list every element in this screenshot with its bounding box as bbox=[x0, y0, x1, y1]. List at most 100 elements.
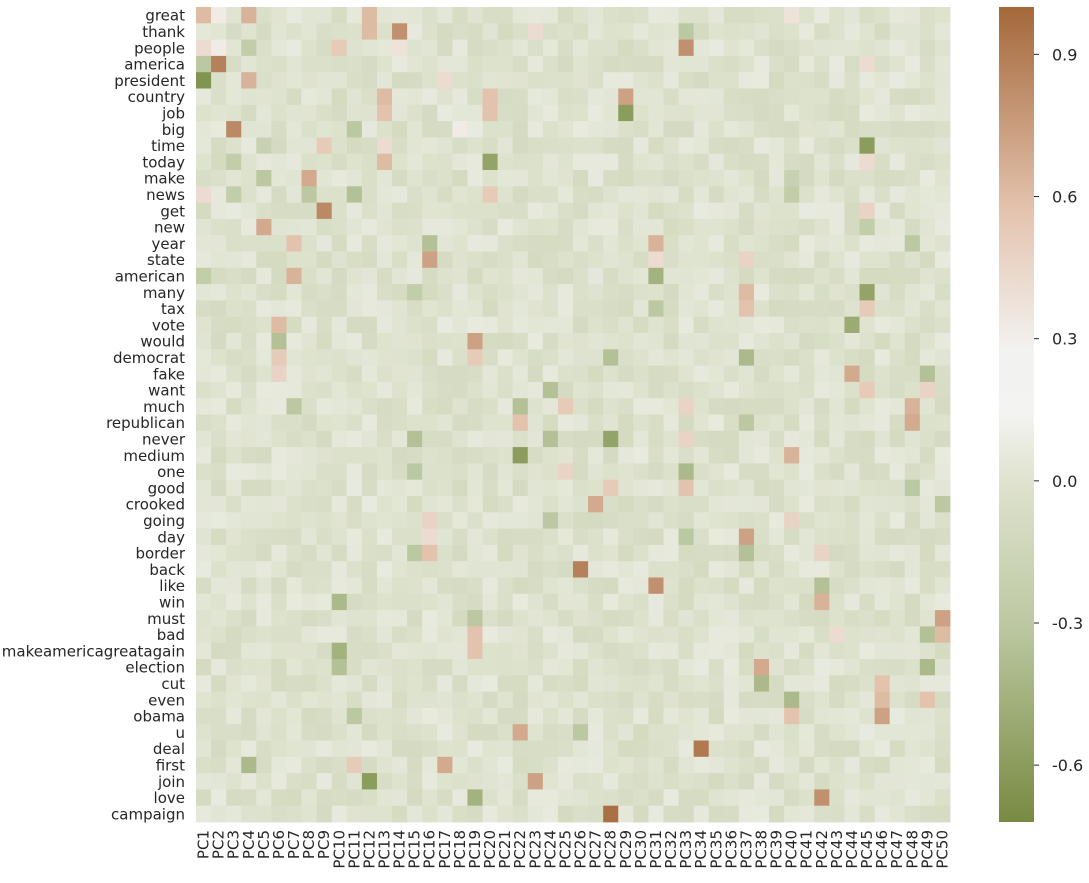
heatmap-cell bbox=[467, 610, 483, 627]
heatmap-cell bbox=[859, 300, 875, 318]
heatmap-cell bbox=[392, 121, 408, 138]
heatmap-cell bbox=[422, 447, 438, 464]
heatmap-cell bbox=[708, 773, 725, 790]
heatmap-cell bbox=[196, 610, 212, 627]
heatmap-cell bbox=[648, 805, 664, 823]
heatmap-cell bbox=[482, 267, 498, 285]
row-label: time bbox=[151, 137, 185, 155]
heatmap-cell bbox=[452, 23, 468, 40]
heatmap-cell bbox=[211, 267, 227, 285]
heatmap-cell bbox=[784, 333, 800, 350]
heatmap-cell bbox=[226, 381, 242, 399]
heatmap-cell bbox=[573, 610, 589, 627]
heatmap-cell bbox=[271, 186, 287, 203]
heatmap-cell bbox=[588, 724, 604, 741]
heatmap-cell bbox=[392, 381, 408, 399]
column-label: PC26 bbox=[572, 830, 590, 869]
heatmap-cell bbox=[723, 235, 740, 252]
heatmap-cell bbox=[437, 316, 453, 334]
heatmap-cell bbox=[482, 235, 498, 252]
heatmap-cell bbox=[889, 691, 906, 709]
heatmap-cell bbox=[603, 202, 619, 220]
heatmap-cell bbox=[829, 756, 845, 774]
heatmap-cell bbox=[814, 593, 830, 611]
heatmap-cell bbox=[784, 186, 800, 203]
heatmap-cell bbox=[889, 789, 906, 807]
heatmap-cell bbox=[633, 235, 649, 252]
heatmap-cell bbox=[392, 626, 408, 644]
heatmap-cell bbox=[226, 707, 242, 725]
heatmap-cell bbox=[693, 39, 710, 57]
heatmap-cell bbox=[844, 23, 860, 40]
heatmap-cell bbox=[482, 430, 498, 448]
heatmap-cell bbox=[542, 7, 559, 24]
heatmap-cell bbox=[663, 121, 679, 138]
heatmap-cell bbox=[784, 724, 800, 741]
heatmap-cell bbox=[497, 496, 514, 513]
heatmap-cell bbox=[241, 153, 257, 171]
heatmap-cell bbox=[467, 528, 483, 546]
heatmap-cell bbox=[331, 447, 348, 464]
heatmap-cell bbox=[301, 7, 318, 24]
heatmap-cell bbox=[889, 72, 906, 89]
heatmap-cell bbox=[316, 267, 333, 285]
heatmap-cell bbox=[482, 251, 498, 269]
heatmap-cell bbox=[467, 773, 483, 790]
heatmap-cell bbox=[392, 398, 408, 415]
heatmap-cell bbox=[241, 773, 257, 790]
heatmap-cell bbox=[769, 284, 785, 301]
heatmap-cell bbox=[361, 496, 378, 513]
heatmap-cell bbox=[241, 72, 257, 89]
heatmap-cell bbox=[573, 333, 589, 350]
heatmap-cell bbox=[241, 544, 257, 562]
heatmap-cell bbox=[708, 463, 725, 481]
heatmap-cell bbox=[934, 593, 951, 611]
heatmap-cell bbox=[376, 23, 393, 40]
heatmap-cell bbox=[527, 104, 544, 122]
heatmap-cell bbox=[708, 316, 725, 334]
heatmap-cell bbox=[769, 251, 785, 269]
heatmap-cell bbox=[784, 251, 800, 269]
heatmap-cell bbox=[663, 528, 679, 546]
heatmap-cell bbox=[376, 202, 393, 220]
heatmap-cell bbox=[618, 789, 634, 807]
heatmap-cell bbox=[708, 740, 725, 758]
heatmap-cell bbox=[286, 381, 302, 399]
heatmap-cell bbox=[512, 202, 529, 220]
heatmap-cell bbox=[708, 137, 725, 155]
heatmap-cell bbox=[497, 316, 514, 334]
heatmap-cell bbox=[256, 365, 272, 383]
heatmap-cell bbox=[784, 414, 800, 432]
heatmap-cell bbox=[256, 691, 272, 709]
column-label: PC8 bbox=[300, 830, 318, 859]
row-label: one bbox=[157, 463, 185, 481]
heatmap-cell bbox=[527, 170, 544, 187]
heatmap-cell bbox=[346, 789, 363, 807]
heatmap-cell bbox=[934, 267, 951, 285]
heatmap-cell bbox=[542, 381, 559, 399]
heatmap-cell bbox=[784, 659, 800, 676]
heatmap-cell bbox=[573, 773, 589, 790]
heatmap-cell bbox=[452, 740, 468, 758]
heatmap-cell bbox=[497, 349, 514, 366]
heatmap-cell bbox=[738, 316, 755, 334]
heatmap-cell bbox=[392, 39, 408, 57]
heatmap-cell bbox=[618, 381, 634, 399]
heatmap-cell bbox=[226, 23, 242, 40]
heatmap-cell bbox=[482, 365, 498, 383]
heatmap-cell bbox=[316, 479, 333, 497]
heatmap-cell bbox=[437, 642, 453, 660]
heatmap-cell bbox=[407, 170, 423, 187]
heatmap-cell bbox=[256, 7, 272, 24]
heatmap-cell bbox=[271, 447, 287, 464]
heatmap-cell bbox=[226, 300, 242, 318]
heatmap-cell bbox=[859, 398, 875, 415]
heatmap-cell bbox=[919, 88, 936, 106]
heatmap-cell bbox=[829, 218, 845, 236]
heatmap-cell bbox=[301, 104, 318, 122]
heatmap-cell bbox=[256, 251, 272, 269]
heatmap-cell bbox=[407, 724, 423, 741]
heatmap-cell bbox=[482, 626, 498, 644]
heatmap-cell bbox=[467, 267, 483, 285]
heatmap-cell bbox=[542, 659, 559, 676]
